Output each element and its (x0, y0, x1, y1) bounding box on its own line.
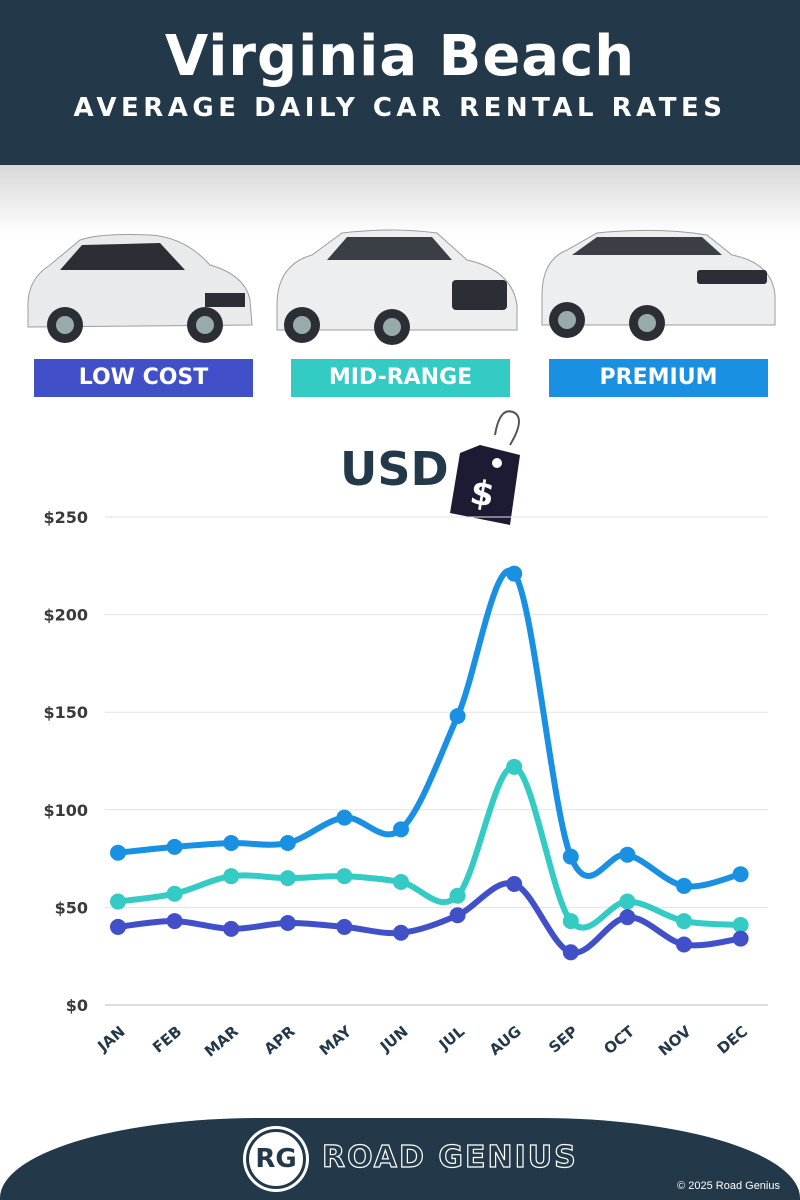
x-tick-label: MAR (201, 1022, 242, 1061)
low-cost-car-image (27, 234, 253, 343)
x-tick-label: SEP (545, 1022, 581, 1056)
low-cost-point (110, 918, 126, 935)
premium-point (223, 834, 240, 851)
mid-range-car-image (276, 229, 518, 345)
line-chart: $0 $50 $100 $150 $200 $250 JAN FEB MAR APR MAY JUN J… (43, 508, 768, 1061)
premium-point (166, 838, 183, 855)
mid-range-point (676, 913, 692, 930)
low-cost-label: LOW COST (78, 365, 209, 390)
y-tick-label: $250 (43, 508, 88, 527)
mid-range-point (393, 874, 409, 891)
x-tick-label: JUL (435, 1022, 469, 1054)
x-tick-label: JAN (93, 1022, 128, 1056)
x-tick-label: FEB (149, 1022, 185, 1056)
y-tick-label: $50 (55, 898, 88, 917)
low-cost-point (336, 918, 353, 935)
mid-range-point (562, 913, 579, 930)
low-cost-point (676, 936, 692, 953)
low-cost-point (732, 930, 749, 947)
page-subtitle: AVERAGE DAILY CAR RENTAL RATES (73, 93, 727, 123)
mid-range-point (223, 868, 240, 885)
mid-range-badge: MID-RANGE (291, 359, 510, 397)
low-cost-point (619, 909, 636, 926)
mid-range-point (110, 893, 126, 910)
low-cost-point (449, 907, 466, 924)
x-tick-label: DEC (714, 1022, 751, 1057)
road-genius-logo: RG (246, 1129, 306, 1189)
mid-range-point (336, 868, 353, 885)
header-shadow (0, 165, 800, 235)
mid-range-label: MID-RANGE (328, 365, 473, 390)
mid-range-point (449, 887, 466, 904)
logo-mark: RG (255, 1144, 297, 1174)
premium-point (449, 708, 466, 725)
premium-point (279, 834, 296, 851)
low-cost-line (115, 880, 744, 956)
premium-car-image (541, 229, 776, 341)
mid-range-point (506, 758, 523, 775)
premium-point (619, 846, 636, 863)
price-tag-icon: $ (450, 410, 520, 525)
x-tick-label: NOV (655, 1022, 695, 1060)
x-tick-label: OCT (600, 1022, 638, 1058)
y-tick-label: $0 (66, 996, 88, 1015)
premium-point (562, 848, 579, 865)
x-tick-label: AUG (486, 1022, 525, 1059)
low-cost-point (279, 915, 296, 932)
premium-point (110, 844, 126, 861)
premium-point (336, 809, 353, 826)
x-tick-label: APR (261, 1022, 299, 1058)
footer (0, 1118, 800, 1200)
low-cost-point (393, 924, 409, 941)
premium-line (115, 567, 744, 890)
copyright: © 2025 Road Genius (677, 1180, 780, 1192)
y-tick-label: $100 (43, 801, 88, 820)
premium-point (732, 866, 749, 883)
premium-label: PREMIUM (599, 365, 718, 390)
low-cost-point (562, 944, 579, 961)
low-cost-point (223, 920, 240, 937)
premium-point (506, 565, 523, 582)
mid-range-line (115, 763, 744, 931)
low-cost-point (166, 913, 183, 930)
page-title: Virginia Beach (164, 24, 636, 89)
premium-badge: PREMIUM (549, 359, 768, 397)
mid-range-point (279, 870, 296, 887)
mid-range-point (619, 893, 636, 910)
x-tick-label: JUN (376, 1022, 412, 1056)
brand-name: ROAD GENIUS (321, 1139, 578, 1175)
premium-point (393, 821, 409, 838)
low-cost-point (506, 875, 523, 892)
y-tick-label: $150 (43, 703, 88, 722)
currency-label: USD (340, 442, 449, 496)
mid-range-point (166, 885, 183, 902)
mid-range-point (732, 916, 749, 933)
x-tick-label: MAY (316, 1022, 356, 1060)
low-cost-badge: LOW COST (34, 359, 253, 397)
header: Virginia Beach AVERAGE DAILY CAR RENTAL … (0, 0, 800, 165)
y-tick-label: $200 (43, 606, 88, 625)
premium-point (676, 877, 692, 894)
